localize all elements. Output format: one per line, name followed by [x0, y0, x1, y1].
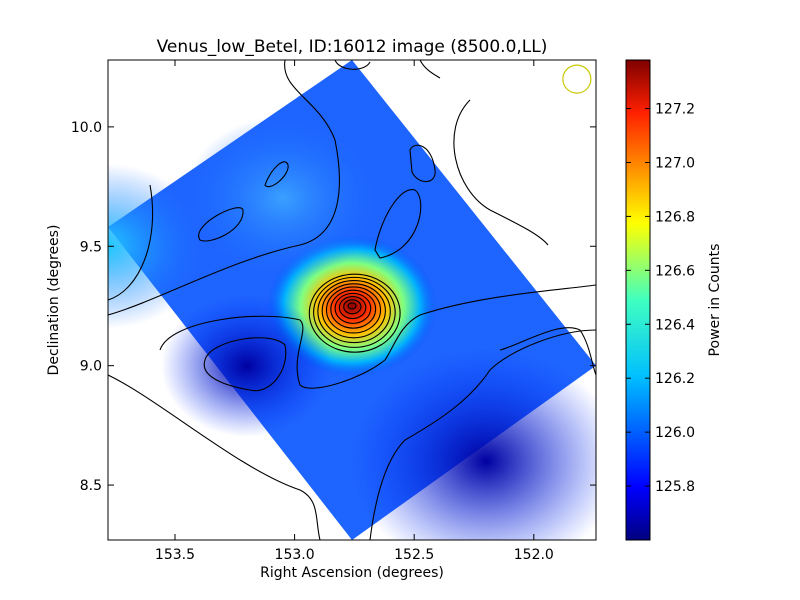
chart-title: Venus_low_Betel, ID:16012 image (8500.0,… [157, 37, 548, 57]
x-tick-label: 153.5 [155, 547, 195, 563]
contour-line [419, 60, 441, 79]
colorbar-ticks: 125.8 126.0 126.2 126.4 126.6 126.8 127.0 127.2 [626, 102, 695, 495]
contour-line [317, 280, 391, 344]
contour-line [374, 189, 422, 259]
contour-line [338, 296, 367, 320]
contour-line [409, 144, 436, 183]
x-axis-label: Right Ascension (degrees) [260, 565, 444, 581]
y-axis-ticks: 8.5 9.0 9.5 10.0 [71, 120, 596, 494]
y-axis-label: Declination (degrees) [46, 225, 62, 376]
contour-line [321, 283, 386, 339]
contour-line [159, 284, 596, 389]
peak-contours [308, 273, 401, 353]
feature-low [161, 294, 333, 437]
colorbar-frame [625, 59, 651, 541]
colorbar-label: Power in Counts [707, 244, 723, 357]
x-tick-label: 153.0 [275, 547, 315, 563]
axes-frame [107, 59, 597, 541]
contour-line [203, 337, 287, 392]
x-tick-label: 152.0 [514, 547, 554, 563]
contour-line [343, 299, 362, 315]
contour-line [108, 374, 321, 540]
colorbar [626, 60, 650, 540]
colorbar-tick-label: 126.2 [655, 371, 695, 387]
contour-line [108, 60, 340, 316]
colorbar-tick-label: 127.2 [655, 102, 695, 118]
heatmap-layer [108, 60, 596, 540]
contour-line [499, 327, 596, 376]
colorbar-tick-label: 126.6 [655, 263, 695, 279]
x-tick-label: 152.5 [394, 547, 434, 563]
beam-circle [562, 64, 592, 94]
y-tick-label: 9.0 [80, 359, 102, 375]
contour-line [369, 329, 596, 540]
feature-high [183, 116, 382, 282]
contour-line [453, 99, 549, 246]
contour-line [264, 161, 289, 188]
colorbar-tick-label: 125.8 [655, 479, 695, 495]
x-axis-ticks: 153.5 153.0 152.5 152.0 [155, 60, 554, 563]
contour-line [325, 286, 382, 334]
colorbar-tick-label: 126.8 [655, 209, 695, 225]
colorbar-tick-label: 126.4 [655, 317, 695, 333]
contour-line [347, 302, 357, 310]
contour-line [108, 184, 154, 301]
contour-line [330, 289, 377, 329]
contour-lines [108, 60, 596, 540]
feature-high [108, 163, 207, 329]
colorbar-tick-label: 126.0 [655, 425, 695, 441]
colorbar-tick-label: 127.0 [655, 155, 695, 171]
contour-line [313, 276, 396, 348]
y-tick-label: 9.5 [80, 239, 102, 255]
y-tick-label: 10.0 [71, 120, 102, 136]
contour-line [198, 207, 244, 242]
y-tick-label: 8.5 [80, 478, 102, 494]
contour-line [334, 60, 371, 70]
contour-line [308, 273, 401, 353]
feature-low [351, 348, 596, 540]
contour-line [334, 292, 372, 324]
